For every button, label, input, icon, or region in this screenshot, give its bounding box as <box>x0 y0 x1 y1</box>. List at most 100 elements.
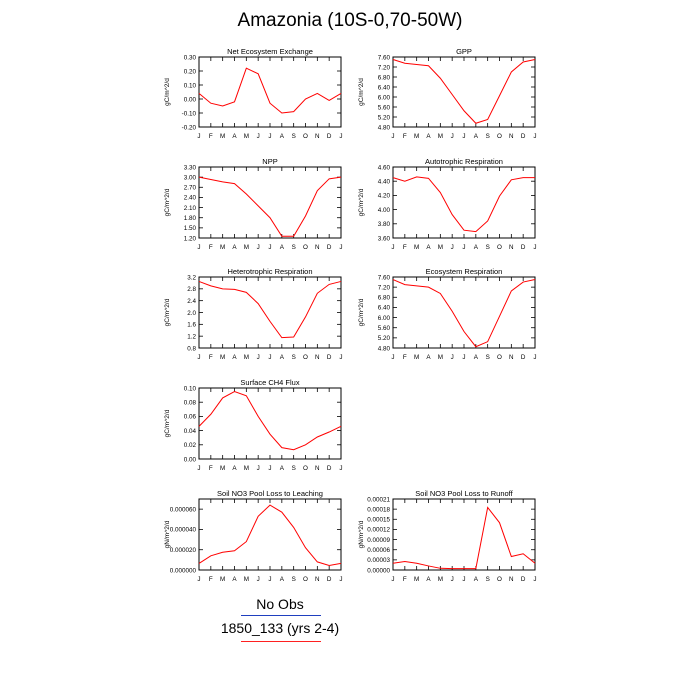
x-tick-label: N <box>315 465 320 472</box>
y-tick-label: 4.20 <box>378 193 391 200</box>
x-tick-label: A <box>280 354 285 361</box>
chart-panel-6: Surface CH4 Flux gC/m^2/d 0.00 0.02 0.04 0.06… <box>164 378 343 472</box>
legend-label-obs: No Obs <box>256 596 304 612</box>
x-tick-label: J <box>462 244 465 251</box>
panel-title: Soil NO3 Pool Loss to Runoff <box>415 489 513 498</box>
x-tick-label: M <box>414 354 419 361</box>
x-tick-label: J <box>339 465 342 472</box>
x-tick-label: M <box>438 244 443 251</box>
y-tick-label: 0.00015 <box>367 517 390 524</box>
x-tick-label: O <box>303 244 308 251</box>
y-tick-label: 2.10 <box>184 205 197 212</box>
y-tick-label: 0.04 <box>184 428 197 435</box>
x-tick-label: S <box>292 465 296 472</box>
series-line <box>392 59 536 124</box>
x-tick-label: J <box>339 133 342 140</box>
panel-title: Autotrophic Respiration <box>425 157 503 166</box>
y-tick-label: 4.80 <box>378 345 391 352</box>
x-tick-label: J <box>197 354 200 361</box>
x-tick-label: F <box>403 133 407 140</box>
x-tick-label: D <box>327 354 332 361</box>
x-tick-label: J <box>268 244 271 251</box>
x-tick-label: M <box>438 354 443 361</box>
y-tick-label: 2.40 <box>184 195 197 202</box>
x-tick-label: A <box>474 354 479 361</box>
x-tick-label: M <box>244 244 249 251</box>
y-tick-label: 1.50 <box>184 225 197 232</box>
x-tick-label: M <box>414 244 419 251</box>
y-tick-label: 6.40 <box>378 84 391 91</box>
y-tick-label: 6.40 <box>378 305 391 312</box>
x-tick-label: N <box>509 244 514 251</box>
y-tick-label: 0.00 <box>184 96 197 103</box>
x-tick-label: J <box>451 244 454 251</box>
plot-frame <box>198 166 342 239</box>
panel-title: Surface CH4 Flux <box>240 378 299 387</box>
y-axis-label: gC/m^2/d <box>164 298 171 326</box>
x-tick-label: F <box>403 354 407 361</box>
series-line <box>198 504 342 566</box>
plot-frame <box>198 498 342 571</box>
y-tick-label: 0.00 <box>184 456 197 463</box>
y-axis-label: gC/m^2/d <box>358 188 365 216</box>
x-tick-label: M <box>220 244 225 251</box>
y-tick-label: 7.20 <box>378 284 391 291</box>
y-tick-label: 0.8 <box>187 345 196 352</box>
x-tick-label: M <box>244 133 249 140</box>
x-tick-label: A <box>232 576 237 583</box>
x-tick-label: J <box>257 354 260 361</box>
panel-title: Net Ecosystem Exchange <box>227 47 313 56</box>
x-tick-label: S <box>292 244 296 251</box>
chart-panel-8: Soil NO3 Pool Loss to LeachinggN/m^2/d0.… <box>164 489 343 583</box>
x-tick-label: D <box>327 244 332 251</box>
y-axis-label: gC/m^2/d <box>164 188 171 216</box>
y-tick-label: 7.20 <box>378 64 391 71</box>
x-tick-label: J <box>533 133 536 140</box>
plot-frame <box>198 276 342 349</box>
x-tick-label: A <box>232 354 237 361</box>
x-tick-label: O <box>497 354 502 361</box>
y-tick-label: 0.000060 <box>170 506 197 513</box>
y-tick-label: 0.00012 <box>367 527 390 534</box>
y-tick-label: 0.00003 <box>367 557 390 564</box>
series-line <box>392 176 535 233</box>
y-tick-label: 0.20 <box>184 68 197 75</box>
y-tick-label: 3.30 <box>184 164 197 171</box>
y-tick-label: 1.2 <box>187 333 196 340</box>
plot-frame <box>198 387 342 460</box>
x-tick-label: O <box>497 244 502 251</box>
y-tick-label: 4.40 <box>378 179 391 186</box>
x-tick-label: N <box>315 354 320 361</box>
legend-label-model: 1850_133 (yrs 2-4) <box>220 620 340 636</box>
y-tick-label: 0.00006 <box>367 547 390 554</box>
x-tick-label: A <box>232 133 237 140</box>
x-tick-label: M <box>438 576 443 583</box>
y-tick-label: 1.80 <box>184 215 197 222</box>
x-tick-label: S <box>486 133 490 140</box>
y-tick-label: 5.60 <box>378 325 391 332</box>
plot-frame <box>392 276 536 349</box>
y-tick-label: 2.70 <box>184 185 197 192</box>
panel-title: Heterotrophic Respiration <box>227 267 312 276</box>
chart-panel-9: Soil NO3 Pool Loss to RunoffgN/m^2/d0.00… <box>358 489 537 583</box>
x-tick-label: M <box>220 465 225 472</box>
panel-title: Ecosystem Respiration <box>426 267 503 276</box>
y-tick-label: 2.4 <box>187 298 196 305</box>
x-tick-label: D <box>327 465 332 472</box>
x-tick-label: S <box>486 244 490 251</box>
y-tick-label: 0.000020 <box>170 547 197 554</box>
x-tick-label: J <box>257 465 260 472</box>
x-tick-label: J <box>451 576 454 583</box>
x-tick-label: M <box>414 133 419 140</box>
x-tick-label: O <box>497 576 502 583</box>
x-tick-label: D <box>327 133 332 140</box>
y-tick-label: 1.6 <box>187 322 196 329</box>
x-tick-label: S <box>486 354 490 361</box>
x-tick-label: A <box>280 465 285 472</box>
x-tick-label: J <box>197 133 200 140</box>
x-tick-label: M <box>220 576 225 583</box>
y-tick-label: 3.60 <box>378 235 391 242</box>
y-tick-label: 7.60 <box>378 274 391 281</box>
x-tick-label: M <box>220 133 225 140</box>
x-tick-label: M <box>414 576 419 583</box>
